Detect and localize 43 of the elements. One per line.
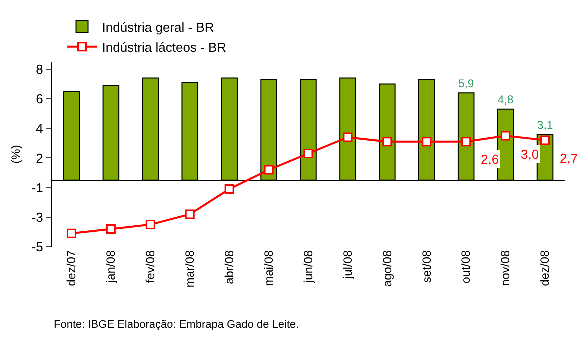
point	[501, 131, 511, 141]
data-label: 2,6	[481, 152, 500, 167]
y-tick-label: 4	[36, 121, 44, 136]
y-tick-label: -3	[32, 210, 44, 225]
x-tick-label: jul/08	[340, 250, 355, 280]
point	[382, 137, 392, 147]
data-label: 3,0	[521, 147, 540, 162]
x-tick-label: jan/08	[104, 250, 118, 284]
x-tick-label: jun/08	[301, 250, 316, 284]
legend-label: Indústria lácteos - BR	[102, 40, 227, 55]
source-note: Fonte: IBGE Elaboração: Embrapa Gado de Leite.	[54, 319, 300, 331]
point	[343, 132, 353, 142]
point	[224, 184, 234, 194]
point	[185, 210, 195, 220]
y-tick-label: 2	[36, 150, 44, 166]
x-tick-label: nov/08	[498, 250, 513, 286]
x-tick-label: mar/08	[183, 250, 198, 288]
x-tick-label: out/08	[459, 250, 474, 284]
x-tick-label: dez/08	[538, 250, 552, 286]
y-tick-label: 6	[36, 92, 44, 107]
y-tick-label: -5	[32, 240, 44, 255]
y-tick-label: -1	[32, 180, 44, 196]
data-label: 2,7	[560, 151, 578, 166]
point	[304, 149, 314, 159]
point	[106, 224, 116, 234]
y-axis-title: (%)	[9, 145, 24, 164]
x-tick-label: ago/08	[380, 250, 394, 288]
data-label: 5,9	[458, 78, 474, 90]
legend-label: Indústria geral - BR	[102, 20, 214, 36]
x-tick-label: fev/08	[144, 250, 158, 284]
data-label: 4,8	[498, 94, 514, 107]
x-tick-label: set/08	[420, 250, 434, 284]
x-tick-label: mai/08	[262, 250, 276, 286]
x-tick-label: dez/07	[64, 250, 79, 286]
point	[146, 220, 156, 230]
data-label: 3,1	[537, 120, 554, 132]
x-tick-label: abr/08	[222, 250, 236, 284]
point	[540, 136, 550, 146]
point	[66, 228, 76, 238]
point	[264, 165, 274, 175]
point	[422, 137, 432, 147]
point	[462, 137, 472, 147]
y-tick-label: 8	[36, 62, 44, 77]
